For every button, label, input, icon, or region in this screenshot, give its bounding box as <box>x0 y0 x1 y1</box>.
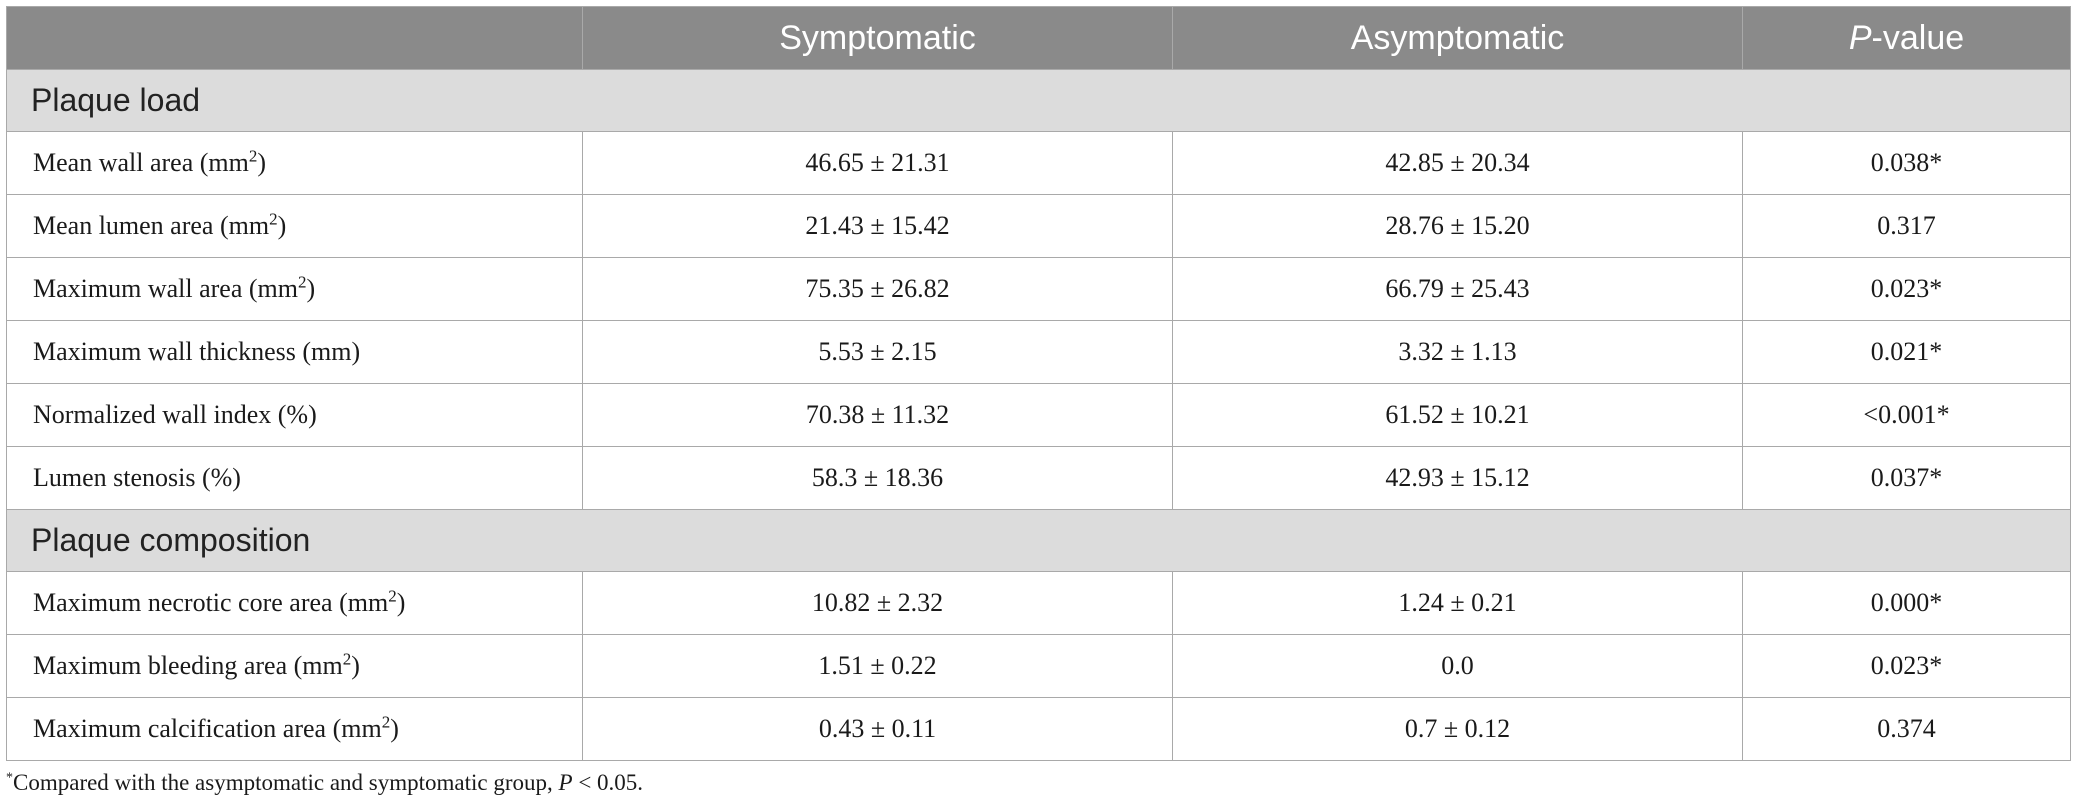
table-row: Maximum bleeding area (mm2) 1.51 ± 0.22 … <box>6 634 2071 698</box>
symptomatic-value: 46.65 ± 21.31 <box>582 131 1173 195</box>
header-asymptomatic: Asymptomatic <box>1172 6 1743 70</box>
header-row: Symptomatic Asymptomatic P-value <box>6 6 2071 70</box>
table-row: Mean lumen area (mm2) 21.43 ± 15.42 28.7… <box>6 194 2071 258</box>
footnote-p-letter: P <box>558 770 573 795</box>
table-row: Maximum calcification area (mm2) 0.43 ± … <box>6 697 2071 761</box>
asymptomatic-value: 42.85 ± 20.34 <box>1172 131 1743 195</box>
table-row: Maximum wall area (mm2) 75.35 ± 26.82 66… <box>6 257 2071 321</box>
asymptomatic-value: 3.32 ± 1.13 <box>1172 320 1743 384</box>
section-title: Plaque composition <box>6 509 2071 572</box>
p-value: 0.374 <box>1742 697 2071 761</box>
asymptomatic-value: 61.52 ± 10.21 <box>1172 383 1743 447</box>
section-row: Plaque composition <box>6 509 2071 572</box>
row-label: Mean wall area (mm2) <box>6 131 583 195</box>
symptomatic-value: 10.82 ± 2.32 <box>582 571 1173 635</box>
table-row: Maximum necrotic core area (mm2) 10.82 ±… <box>6 571 2071 635</box>
row-label: Maximum calcification area (mm2) <box>6 697 583 761</box>
p-value: 0.023* <box>1742 634 2071 698</box>
row-label: Maximum bleeding area (mm2) <box>6 634 583 698</box>
header-p-value: P-value <box>1742 6 2071 70</box>
asymptomatic-value: 1.24 ± 0.21 <box>1172 571 1743 635</box>
row-label: Maximum wall thickness (mm) <box>6 320 583 384</box>
p-value: 0.038* <box>1742 131 2071 195</box>
footnote-end: < 0.05. <box>572 770 644 795</box>
row-label: Normalized wall index (%) <box>6 383 583 447</box>
header-p-suffix: -value <box>1871 18 1965 57</box>
results-table: Symptomatic Asymptomatic P-value Plaque … <box>6 6 2071 761</box>
p-value: 0.037* <box>1742 446 2071 510</box>
header-blank <box>6 6 583 70</box>
p-value: 0.021* <box>1742 320 2071 384</box>
section-row: Plaque load <box>6 69 2071 132</box>
header-symptomatic: Symptomatic <box>582 6 1173 70</box>
p-value: 0.000* <box>1742 571 2071 635</box>
symptomatic-value: 5.53 ± 2.15 <box>582 320 1173 384</box>
row-label: Maximum necrotic core area (mm2) <box>6 571 583 635</box>
p-value: 0.317 <box>1742 194 2071 258</box>
table-row: Mean wall area (mm2) 46.65 ± 21.31 42.85… <box>6 131 2071 195</box>
table-row: Normalized wall index (%) 70.38 ± 11.32 … <box>6 383 2071 447</box>
footnote-mark: * <box>6 770 13 786</box>
asymptomatic-value: 0.0 <box>1172 634 1743 698</box>
row-label: Mean lumen area (mm2) <box>6 194 583 258</box>
footnote-text: Compared with the asymptomatic and sympt… <box>13 770 559 795</box>
asymptomatic-value: 42.93 ± 15.12 <box>1172 446 1743 510</box>
table-footnote: *Compared with the asymptomatic and symp… <box>6 770 643 796</box>
symptomatic-value: 58.3 ± 18.36 <box>582 446 1173 510</box>
asymptomatic-value: 28.76 ± 15.20 <box>1172 194 1743 258</box>
symptomatic-value: 75.35 ± 26.82 <box>582 257 1173 321</box>
symptomatic-value: 70.38 ± 11.32 <box>582 383 1173 447</box>
table-row: Lumen stenosis (%) 58.3 ± 18.36 42.93 ± … <box>6 446 2071 510</box>
section-title: Plaque load <box>6 69 2071 132</box>
p-value: <0.001* <box>1742 383 2071 447</box>
asymptomatic-value: 0.7 ± 0.12 <box>1172 697 1743 761</box>
results-table-container: Symptomatic Asymptomatic P-value Plaque … <box>6 6 2071 761</box>
symptomatic-value: 21.43 ± 15.42 <box>582 194 1173 258</box>
row-label: Lumen stenosis (%) <box>6 446 583 510</box>
table-row: Maximum wall thickness (mm) 5.53 ± 2.15 … <box>6 320 2071 384</box>
header-p-letter: P <box>1848 18 1872 57</box>
row-label: Maximum wall area (mm2) <box>6 257 583 321</box>
p-value: 0.023* <box>1742 257 2071 321</box>
symptomatic-value: 1.51 ± 0.22 <box>582 634 1173 698</box>
asymptomatic-value: 66.79 ± 25.43 <box>1172 257 1743 321</box>
symptomatic-value: 0.43 ± 0.11 <box>582 697 1173 761</box>
